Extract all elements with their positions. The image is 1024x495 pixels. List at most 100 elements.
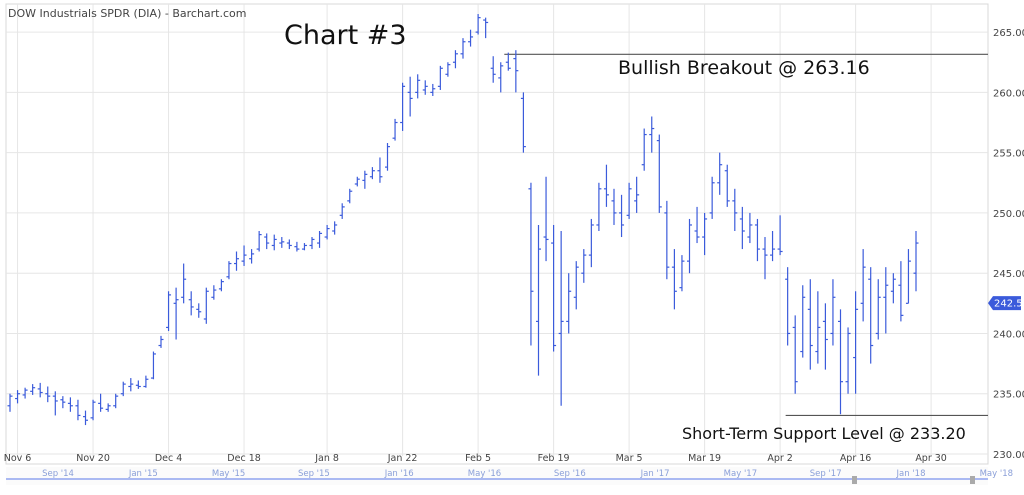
x-tick-label: Apr 16 [840, 453, 872, 464]
ohlc-bar [543, 176, 549, 262]
ohlc-bar [30, 384, 36, 395]
ohlc-bar [679, 255, 685, 292]
ohlc-bar [339, 203, 345, 219]
ohlc-bar [181, 263, 187, 304]
ohlc-bar [105, 403, 111, 412]
navigator-label: Sep '17 [810, 469, 842, 479]
ohlc-bar [203, 287, 209, 324]
ohlc-bar [528, 182, 534, 346]
ohlc-bar [747, 212, 753, 244]
source-title: DOW Industrials SPDR (DIA) - Barchart.co… [8, 7, 246, 20]
ohlc-bar [196, 303, 202, 318]
navigator[interactable]: Sep '14 Jan '15 May '15 Sep '15 Jan '16 May '… [6, 467, 1013, 485]
ohlc-bar [98, 393, 104, 412]
ohlc-bar [354, 176, 360, 187]
x-tick-label: Jan 8 [314, 453, 339, 464]
ohlc-bar [377, 157, 383, 183]
support-label: Short-Term Support Level @ 233.20 [682, 424, 966, 443]
reference-lines [504, 53, 988, 417]
ohlc-bar [460, 38, 466, 59]
ohlc-bar [279, 237, 285, 248]
ohlc-bar [392, 118, 398, 141]
ohlc-bar [37, 382, 43, 398]
ohlc-bar [234, 251, 239, 271]
y-tick-label: 260.00 [993, 88, 1024, 99]
ohlc-bar [158, 335, 164, 348]
ohlc-bar [626, 182, 632, 219]
ohlc-bar [22, 387, 28, 399]
ohlc-bar [603, 164, 609, 207]
ohlc-bar [400, 82, 406, 131]
ohlc-bar [309, 237, 315, 250]
ohlc-bar [90, 399, 96, 421]
x-tick-label: Apr 2 [767, 453, 793, 464]
ohlc-bar [573, 261, 579, 310]
ohlc-bar [490, 56, 496, 83]
plot-border [5, 3, 989, 465]
ohlc-bar [113, 393, 119, 409]
ohlc-bar [150, 351, 156, 380]
ohlc-bar [83, 410, 88, 426]
navigator-label: Jan '17 [640, 469, 670, 479]
y-tick-label: 250.00 [993, 209, 1024, 220]
ohlc-bar [656, 134, 662, 213]
ohlc-bar [732, 188, 738, 231]
ohlc-bar [687, 218, 692, 274]
y-tick-label: 240.00 [993, 329, 1024, 340]
ohlc-bar [128, 378, 134, 392]
x-tick-label: Jan 22 [387, 453, 418, 464]
ohlc-bar [422, 80, 428, 95]
y-tick-label: 235.00 [993, 390, 1024, 401]
ohlc-bar [286, 239, 292, 250]
ohlc-bar [634, 176, 640, 213]
ohlc-bar [830, 279, 836, 346]
ohlc-bar [241, 245, 247, 266]
y-tick-label: 230.00 [993, 450, 1024, 461]
ohlc-bar [868, 267, 874, 364]
ohlc-bars [7, 14, 919, 426]
navigator-label: May '15 [212, 469, 245, 479]
ohlc-bar [173, 287, 179, 340]
ohlc-bar [143, 375, 149, 388]
navigator-label: Sep '16 [554, 469, 586, 479]
ohlc-bar [913, 231, 919, 292]
ohlc-bar [256, 231, 262, 252]
ohlc-bar [890, 273, 896, 304]
ohlc-bar [483, 17, 489, 39]
ohlc-bar [770, 231, 776, 262]
ohlc-bar [558, 231, 564, 406]
ohlc-bar [188, 291, 194, 316]
ohlc-bar [445, 62, 451, 77]
ohlc-bar [883, 267, 889, 334]
x-tick-label: Apr 30 [915, 453, 947, 464]
ohlc-bar [800, 285, 806, 358]
navigator-label: May '16 [468, 469, 501, 479]
ohlc-bar [369, 167, 375, 180]
ohlc-bar [566, 273, 572, 334]
ohlc-bar [294, 241, 300, 252]
ohlc-bar [135, 380, 141, 389]
ohlc-bar [166, 291, 172, 332]
price-tag-value: 242.52 [994, 299, 1024, 310]
ohlc-bar [777, 215, 783, 256]
navigator-right-handle[interactable] [970, 476, 975, 484]
x-tick-label: Dec 18 [227, 453, 261, 464]
ohlc-bar [301, 243, 307, 251]
ohlc-bar [875, 279, 881, 340]
ohlc-bar [226, 261, 232, 280]
ohlc-bar [407, 76, 413, 117]
navigator-labels: Sep '14 Jan '15 May '15 Sep '15 Jan '16 May '… [42, 469, 1013, 479]
ohlc-bar [596, 182, 602, 231]
ohlc-bar [898, 261, 904, 322]
breakout-label: Bullish Breakout @ 263.16 [618, 57, 870, 79]
ohlc-bar [694, 206, 700, 244]
ohlc-bar [430, 83, 436, 96]
navigator-left-handle[interactable] [852, 476, 857, 484]
navigator-label: Jan '15 [128, 469, 158, 479]
ohlc-bar [845, 327, 851, 394]
ohlc-bar [415, 74, 421, 99]
ohlc-bar [264, 233, 270, 250]
navigator-track[interactable] [6, 467, 988, 485]
